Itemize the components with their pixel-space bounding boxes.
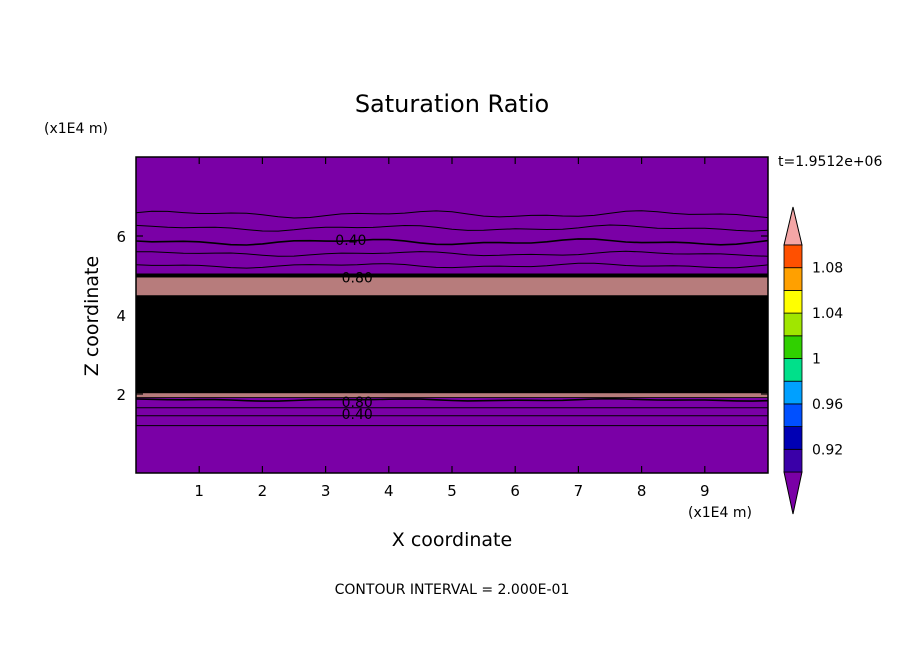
contour-label-3: 0.40 — [342, 407, 373, 423]
y-tick-label: 2 — [116, 386, 126, 404]
colorbar-segment — [783, 426, 803, 450]
saturated-strip-1 — [136, 393, 768, 398]
plot-area — [136, 157, 768, 473]
colorbar-segment — [783, 244, 803, 269]
colorbar-label: 1 — [812, 352, 821, 368]
colorbar-segment — [783, 267, 803, 291]
colorbar-under-triangle — [783, 471, 803, 515]
contour-line-0 — [136, 210, 768, 219]
colorbar-segment — [783, 358, 803, 382]
colorbar-segment — [783, 448, 803, 473]
contour-label-0: 0.40 — [335, 233, 366, 249]
contour-lines — [136, 210, 768, 427]
x-axis-ticks: 1 2 3 4 5 6 7 8 9 — [194, 157, 710, 500]
contour-line-6 — [136, 397, 768, 402]
x-tick-label: 2 — [258, 482, 268, 500]
colorbar — [783, 206, 803, 515]
x-tick-label: 3 — [321, 482, 331, 500]
y-tick-label: 4 — [116, 307, 126, 325]
x-unit-label: (x1E4 m) — [688, 505, 752, 521]
x-tick-label: 9 — [700, 482, 710, 500]
chart-title: Saturation Ratio — [355, 90, 549, 118]
contour-label-2: 0.80 — [342, 395, 373, 411]
contour-line-1 — [136, 224, 768, 232]
saturated-strip-0 — [136, 277, 768, 296]
y-unit-label: (x1E4 m) — [44, 121, 108, 137]
colorbar-label: 1.08 — [812, 261, 843, 277]
y-axis-ticks: 2 4 6 — [116, 228, 768, 404]
y-axis-label: Z coordinate — [81, 256, 103, 376]
contour-interval-footer: CONTOUR INTERVAL = 2.000E-01 — [335, 582, 570, 598]
colorbar-labels: 0.92 0.96 1 1.04 1.08 — [812, 261, 843, 459]
contour-label-1: 0.80 — [342, 270, 373, 286]
x-tick-label: 8 — [637, 482, 647, 500]
time-label: t=1.9512e+06 — [778, 154, 882, 170]
colorbar-label: 0.96 — [812, 397, 843, 413]
colorbar-segment — [783, 403, 803, 427]
contour-labels: 0.400.800.800.40 — [335, 233, 372, 423]
colorbar-label: 0.92 — [812, 442, 843, 458]
x-tick-label: 7 — [574, 482, 584, 500]
x-axis-label: X coordinate — [392, 529, 512, 551]
x-tick-label: 1 — [194, 482, 204, 500]
x-tick-label: 4 — [384, 482, 394, 500]
colorbar-segment — [783, 380, 803, 405]
colorbar-segment — [783, 289, 803, 314]
contour-line-5 — [136, 273, 768, 278]
y-tick-label: 6 — [116, 228, 126, 246]
colorbar-segment — [783, 312, 803, 337]
x-tick-label: 5 — [447, 482, 457, 500]
colorbar-segment — [783, 335, 803, 359]
contour-line-4 — [136, 262, 768, 269]
colorbar-over-triangle — [783, 206, 803, 246]
contour-line-2 — [136, 238, 768, 246]
turbulent-layer-field — [136, 273, 768, 398]
x-tick-label: 6 — [510, 482, 520, 500]
colorbar-label: 1.04 — [812, 306, 843, 322]
contour-line-3 — [136, 250, 768, 257]
